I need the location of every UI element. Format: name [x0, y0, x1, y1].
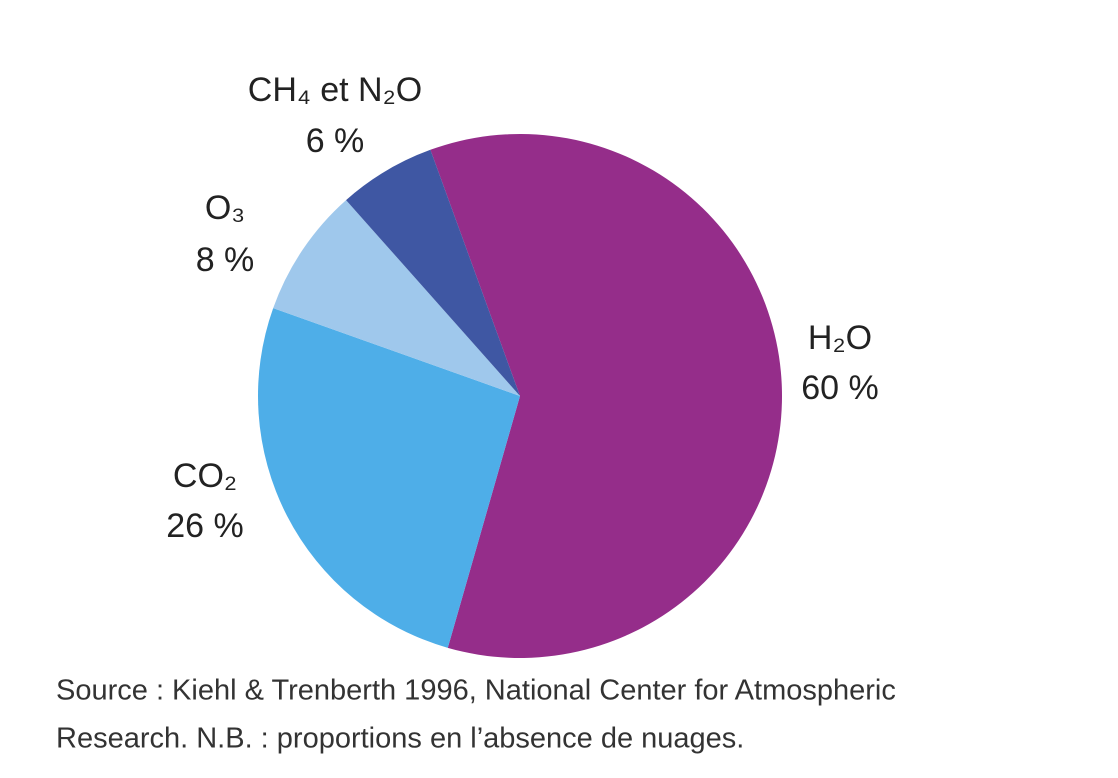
value-label: 60 % — [801, 369, 879, 407]
slice-label: CO₂ — [173, 457, 237, 495]
source-line: Research. N.B. : proportions en l’absenc… — [56, 723, 744, 755]
source-line: Source : Kiehl & Trenberth 1996, Nationa… — [56, 675, 896, 707]
pie-slice — [273, 200, 520, 396]
value-label: 6 % — [306, 122, 365, 160]
slice-label: H₂O — [808, 319, 872, 357]
value-label: 26 % — [166, 507, 244, 545]
value-label: 8 % — [196, 241, 255, 279]
slice-label: O₃ — [205, 189, 245, 227]
pie-slice — [257, 308, 520, 648]
pie-slice — [430, 134, 782, 659]
pie-slice — [346, 149, 520, 396]
slice-label: CH₄ et N₂O — [248, 71, 422, 109]
